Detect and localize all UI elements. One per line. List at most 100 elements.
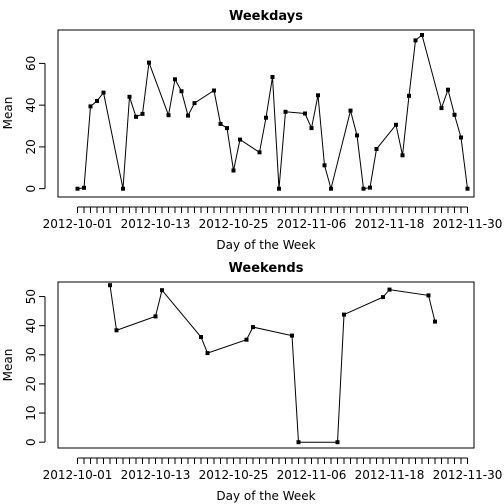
data-point (127, 94, 132, 99)
data-point (303, 111, 307, 116)
data-point (75, 186, 80, 191)
data-point (439, 106, 444, 111)
data-point (342, 312, 346, 317)
data-point (400, 153, 405, 158)
data-point (277, 186, 281, 191)
data-point (166, 113, 171, 118)
data-point (88, 104, 93, 109)
x-tick-label: 2012-11-30 (433, 217, 503, 231)
weekends-plot-frame (57, 281, 475, 449)
y-tick-label: 20 (24, 139, 38, 154)
x-tick-label: 2012-11-18 (355, 468, 425, 482)
data-point (316, 93, 320, 98)
data-point (387, 287, 392, 292)
weekends-series (108, 283, 437, 445)
y-tick-label: 60 (24, 56, 38, 71)
weekends-x-axis: 2012-10-01 2012-10-13 2012-10-25 2012-11-06… (43, 457, 503, 482)
data-point (205, 351, 210, 356)
weekdays-y-axis-label: Mean (1, 97, 15, 130)
weekdays-plot-frame (57, 29, 475, 198)
data-point (368, 185, 372, 190)
data-point (238, 137, 242, 142)
weekdays-x-axis: 2012-10-01 2012-10-13 2012-10-25 2012-11-06… (43, 206, 503, 231)
data-point (173, 77, 177, 82)
data-point (160, 288, 164, 293)
data-point (225, 126, 229, 131)
weekends-y-axis: 0 10 20 30 40 50 (24, 289, 46, 446)
data-point (264, 115, 268, 120)
data-point (355, 133, 359, 138)
data-point (420, 33, 424, 37)
data-point (218, 121, 223, 126)
x-tick-label: 2012-10-13 (121, 217, 191, 231)
data-point (82, 185, 86, 190)
weekends-panel: Weekends 0 10 20 30 40 50 2012-10-01 2012-10-1… (1, 261, 502, 503)
data-point (251, 325, 255, 330)
data-point (426, 293, 431, 298)
x-tick-label: 2012-11-06 (277, 468, 347, 482)
weekdays-y-axis: 0 20 40 60 (24, 56, 46, 193)
data-point (147, 60, 151, 65)
weekends-y-axis-label: Mean (1, 349, 15, 382)
data-point (257, 150, 262, 155)
data-point (381, 295, 385, 300)
data-point (199, 335, 203, 339)
x-tick-label: 2012-10-25 (199, 217, 269, 231)
y-tick-label: 0 (24, 185, 38, 193)
series-line (77, 34, 468, 191)
data-point (413, 38, 418, 43)
weekdays-x-axis-label: Day of the Week (216, 238, 315, 252)
data-point (452, 112, 457, 117)
data-point (296, 440, 301, 445)
data-point (153, 314, 158, 319)
data-point (322, 163, 327, 168)
data-point (459, 135, 463, 140)
data-point (335, 440, 340, 445)
weekdays-title: Weekdays (229, 9, 303, 24)
y-tick-label: 50 (24, 289, 38, 304)
x-tick-label: 2012-11-30 (433, 468, 503, 482)
data-point (290, 333, 294, 338)
weekends-x-axis-label: Day of the Week (216, 489, 315, 503)
weekdays-series (75, 33, 470, 191)
data-point (433, 319, 437, 324)
x-tick-label: 2012-10-25 (199, 468, 269, 482)
y-tick-label: 10 (24, 405, 38, 420)
data-point (121, 186, 125, 191)
data-point (108, 283, 112, 288)
data-point (114, 328, 119, 333)
data-point (179, 89, 184, 94)
data-point (95, 99, 99, 103)
x-tick-label: 2012-10-01 (43, 217, 113, 231)
data-point (374, 147, 379, 151)
series-line (109, 285, 436, 443)
data-point (361, 186, 366, 191)
weekends-title: Weekends (229, 261, 304, 276)
data-point (407, 93, 411, 98)
data-point (283, 109, 288, 114)
y-tick-label: 20 (24, 376, 38, 391)
x-tick-label: 2012-10-01 (43, 468, 113, 482)
data-point (394, 122, 398, 127)
y-tick-label: 0 (24, 438, 38, 446)
data-point (231, 168, 236, 173)
y-tick-label: 40 (24, 318, 38, 333)
data-point (140, 111, 145, 116)
y-tick-label: 40 (24, 98, 38, 113)
x-tick-label: 2012-10-13 (121, 468, 191, 482)
data-point (309, 126, 314, 131)
data-point (270, 75, 275, 79)
data-point (465, 186, 470, 191)
data-point (244, 337, 249, 342)
y-tick-label: 30 (24, 347, 38, 362)
data-point (134, 114, 138, 119)
data-point (192, 101, 197, 106)
data-point (212, 88, 216, 93)
data-point (101, 90, 106, 95)
data-point (186, 113, 190, 118)
data-point (329, 186, 333, 191)
data-point (446, 87, 450, 92)
x-tick-label: 2012-11-06 (277, 217, 347, 231)
